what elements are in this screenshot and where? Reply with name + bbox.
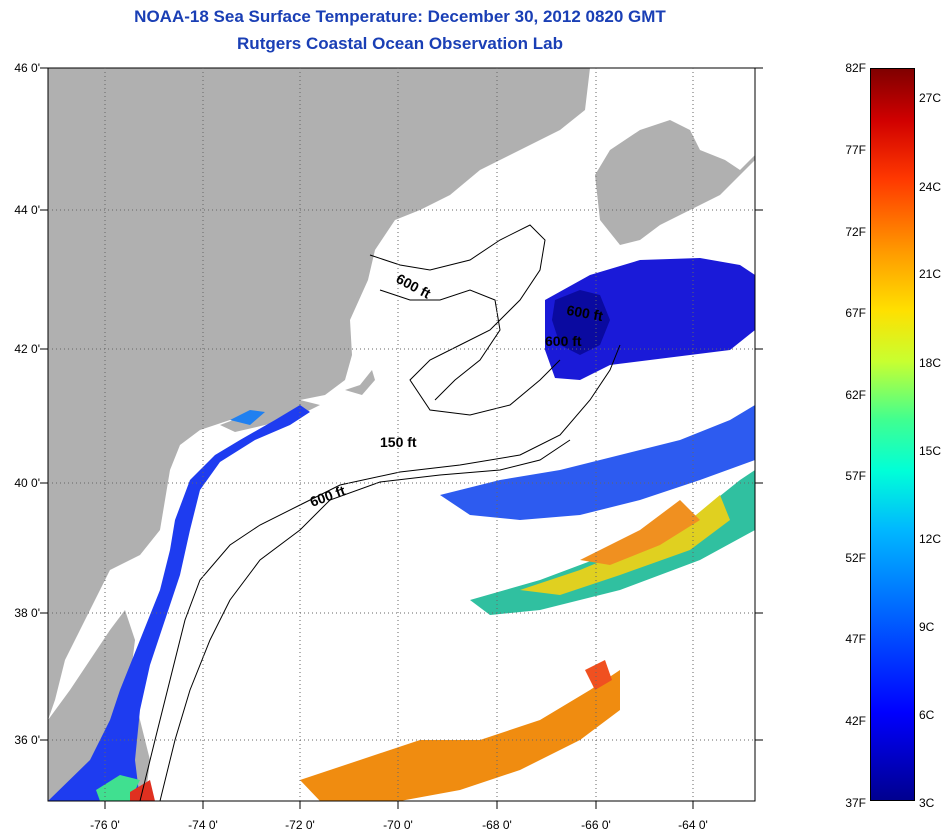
land-cape-cod — [345, 370, 375, 395]
lat-label: 44 0' — [14, 203, 40, 217]
lat-label: 42 0' — [14, 342, 40, 356]
bathymetry-contours — [139, 224, 621, 801]
colorbar-f-label: 37F — [845, 796, 866, 810]
lon-label: -66 0' — [581, 818, 611, 832]
map-frame — [47, 67, 756, 802]
map-title: NOAA-18 Sea Surface Temperature: Decembe… — [134, 7, 666, 26]
lon-label: -64 0' — [678, 818, 708, 832]
lon-label: -70 0' — [383, 818, 413, 832]
colorbar-f-label: 62F — [845, 388, 866, 402]
colorbar-c-label: 9C — [919, 620, 935, 634]
lat-label: 36 0' — [14, 733, 40, 747]
colorbar-f-label: 42F — [845, 714, 866, 728]
colorbar-c-label: 27C — [919, 91, 942, 105]
lat-label: 40 0' — [14, 476, 40, 490]
land-northeast-us — [48, 68, 755, 720]
lon-label: -68 0' — [482, 818, 512, 832]
contour-label: 150 ft — [380, 434, 417, 450]
colorbar-c-label: 24C — [919, 180, 942, 194]
temperature-colorbar — [870, 68, 915, 801]
colorbar-f-label: 47F — [845, 632, 866, 646]
colorbar-f-label: 67F — [845, 306, 866, 320]
lon-label: -76 0' — [90, 818, 120, 832]
colorbar-c-label: 12C — [919, 532, 942, 546]
colorbar-f-label: 57F — [845, 469, 866, 483]
sst-warm-water — [96, 470, 755, 801]
colorbar-c-label: 21C — [919, 267, 942, 281]
colorbar-f-label: 72F — [845, 225, 866, 239]
map-subtitle: Rutgers Coastal Ocean Observation Lab — [237, 34, 563, 53]
map-plot-area — [48, 68, 755, 801]
colorbar-c-label: 6C — [919, 708, 935, 722]
sst-cold-water — [48, 258, 755, 801]
lat-label: 46 0' — [14, 61, 40, 75]
lat-label: 38 0' — [14, 606, 40, 620]
contour-label: 600 ft — [565, 302, 604, 324]
colorbar-c-label: 15C — [919, 444, 942, 458]
colorbar-f-label: 52F — [845, 551, 866, 565]
colorbar-c-label: 3C — [919, 796, 935, 810]
contour-label: 600 ft — [545, 333, 582, 349]
axis-ticks — [40, 67, 763, 809]
lon-label: -74 0' — [188, 818, 218, 832]
colorbar-f-label: 82F — [845, 61, 866, 75]
lon-label: -72 0' — [285, 818, 315, 832]
colorbar-c-label: 18C — [919, 356, 942, 370]
colorbar-f-label: 77F — [845, 143, 866, 157]
